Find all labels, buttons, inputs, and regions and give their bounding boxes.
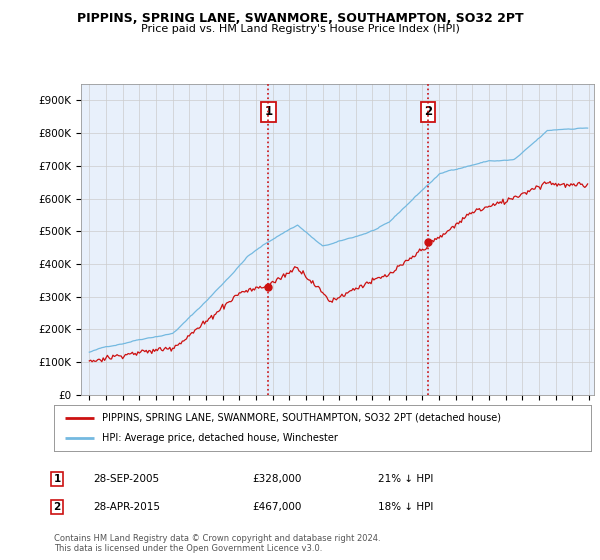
Text: 21% ↓ HPI: 21% ↓ HPI	[378, 474, 433, 484]
Text: 18% ↓ HPI: 18% ↓ HPI	[378, 502, 433, 512]
Text: 2: 2	[424, 105, 432, 119]
Text: 1: 1	[265, 105, 272, 119]
Text: 2: 2	[53, 502, 61, 512]
Text: Price paid vs. HM Land Registry's House Price Index (HPI): Price paid vs. HM Land Registry's House …	[140, 24, 460, 34]
Text: Contains HM Land Registry data © Crown copyright and database right 2024.
This d: Contains HM Land Registry data © Crown c…	[54, 534, 380, 553]
Text: HPI: Average price, detached house, Winchester: HPI: Average price, detached house, Winc…	[103, 433, 338, 443]
Text: PIPPINS, SPRING LANE, SWANMORE, SOUTHAMPTON, SO32 2PT (detached house): PIPPINS, SPRING LANE, SWANMORE, SOUTHAMP…	[103, 413, 502, 423]
Bar	[81, 84, 268, 395]
Text: £328,000: £328,000	[252, 474, 301, 484]
Text: 28-APR-2015: 28-APR-2015	[93, 502, 160, 512]
Text: £467,000: £467,000	[252, 502, 301, 512]
Text: 28-SEP-2005: 28-SEP-2005	[93, 474, 159, 484]
Bar	[268, 84, 428, 395]
Text: 1: 1	[53, 474, 61, 484]
Text: PIPPINS, SPRING LANE, SWANMORE, SOUTHAMPTON, SO32 2PT: PIPPINS, SPRING LANE, SWANMORE, SOUTHAMP…	[77, 12, 523, 25]
Bar	[428, 84, 594, 395]
